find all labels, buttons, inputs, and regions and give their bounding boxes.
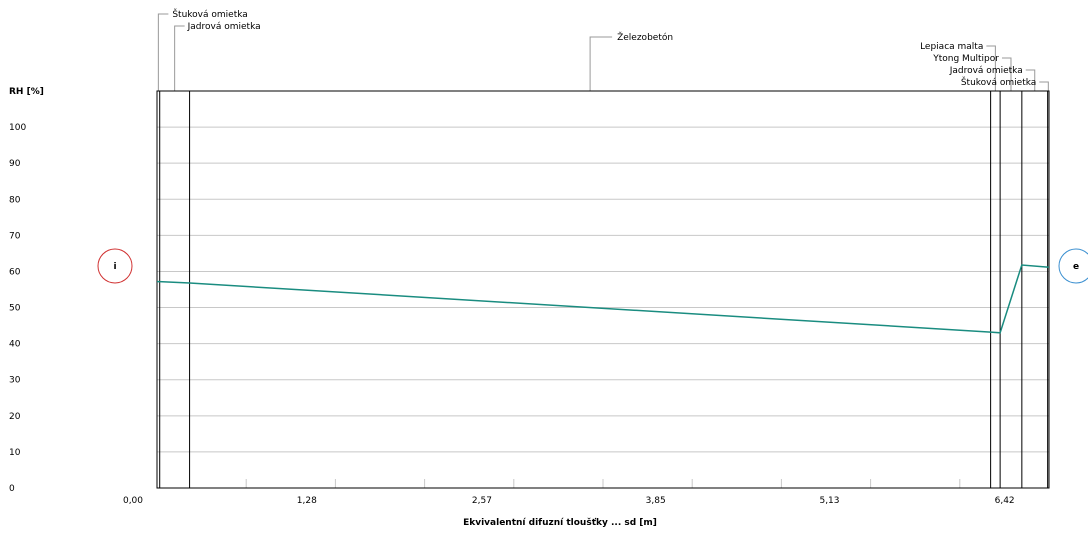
- callout-leader: [1039, 81, 1049, 91]
- y-tick-label: 90: [9, 159, 21, 169]
- y-tick-label: 30: [9, 376, 21, 386]
- x-axis-label: Ekvivalentní difuzní tloušťky ... sd [m]: [463, 517, 657, 528]
- x-tick-label: 0,00: [123, 496, 143, 506]
- x-tick-label: 6,42: [995, 496, 1015, 506]
- y-tick-label: 100: [9, 123, 26, 133]
- layer-label: Štuková omietka: [961, 76, 1036, 88]
- layer-label: Ytong Multipor: [932, 54, 999, 64]
- x-tick-label: 2,57: [472, 496, 492, 506]
- rh-series-line: [157, 264, 1049, 334]
- exterior-circle: [1058, 248, 1088, 284]
- grid-lines: [157, 126, 1049, 453]
- y-axis-label: RH [%]: [9, 87, 44, 97]
- callout-leader: [589, 36, 613, 91]
- x-tick-label: 5,13: [819, 496, 839, 506]
- x-tick-label: 3,85: [646, 496, 666, 506]
- y-tick-label: 60: [9, 267, 21, 277]
- y-tick-labels: 0 10 20 30 40 50 60 70 80 90 100: [9, 123, 26, 494]
- series-group: [157, 264, 1049, 334]
- callout-leader: [157, 13, 169, 91]
- exterior-marker: e: [1058, 248, 1088, 284]
- callout-leader: [174, 25, 185, 91]
- interior-circle: [97, 248, 133, 284]
- layer-label: Štuková omietka: [172, 8, 247, 20]
- layer-label: Železobetón: [617, 31, 673, 43]
- layer-label: Jadrová omietka: [949, 66, 1023, 76]
- layer-label: Lepiaca malta: [920, 42, 983, 52]
- interior-marker: i: [97, 248, 133, 284]
- y-tick-label: 80: [9, 195, 21, 205]
- y-tick-label: 20: [9, 412, 21, 422]
- x-tick-label: 1,28: [297, 496, 317, 506]
- callout-leader: [986, 45, 996, 91]
- x-tick-labels: 0,00 1,28 2,57 3,85 5,13 6,42: [123, 496, 1015, 506]
- y-tick-label: 10: [9, 448, 21, 458]
- y-tick-label: 40: [9, 340, 21, 350]
- callout-leader: [1025, 69, 1036, 91]
- x-minor-ticks: [245, 479, 961, 488]
- y-tick-label: 70: [9, 231, 21, 241]
- plot-frame: [156, 90, 1050, 489]
- layer-label: Jadrová omietka: [187, 22, 261, 32]
- y-tick-label: 0: [9, 484, 15, 494]
- callout-leader: [1001, 57, 1012, 91]
- y-tick-label: 50: [9, 304, 21, 314]
- exterior-label: e: [1073, 262, 1079, 272]
- interior-label: i: [113, 262, 116, 272]
